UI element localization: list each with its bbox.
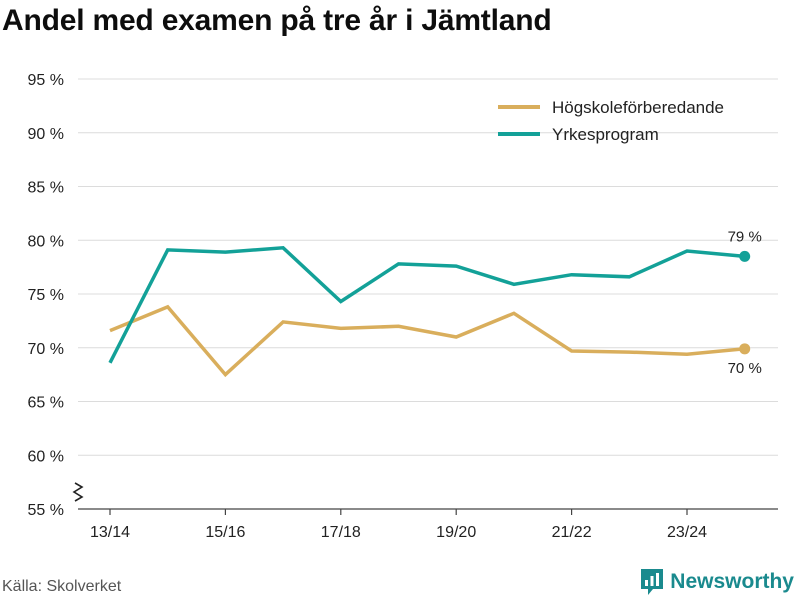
- chart-title: Andel med examen på tre år i Jämtland: [2, 4, 552, 37]
- end-point: [739, 250, 751, 262]
- brand-logo[interactable]: Newsworthy: [640, 568, 794, 596]
- y-tick-label: 65 %: [28, 395, 64, 412]
- x-tick-label: 19/20: [436, 524, 476, 541]
- x-tick-label: 21/22: [552, 524, 592, 541]
- x-tick-label: 15/16: [205, 524, 245, 541]
- y-axis: 55 % 60 % 65 % 70 % 75 % 80 % 85 % 90 % 95 %: [28, 72, 84, 519]
- end-value-label: 79 %: [728, 228, 762, 245]
- newsworthy-logo-icon: [641, 569, 664, 595]
- brand-name: Newsworthy: [670, 570, 794, 593]
- y-tick-label: 55 %: [28, 502, 64, 519]
- end-point: [739, 343, 751, 355]
- y-tick-label: 80 %: [28, 233, 64, 250]
- y-tick-label: 75 %: [28, 287, 64, 304]
- grid-lines: [78, 78, 778, 456]
- y-tick-label: 70 %: [28, 341, 64, 358]
- legend-label: Yrkesprogram: [552, 125, 659, 144]
- x-axis: 13/14 15/16 17/18 19/20 21/22 23/24: [78, 508, 778, 541]
- series-lines: 70 % 79 %: [108, 228, 762, 378]
- series-line: [108, 245, 745, 364]
- y-tick-label: 85 %: [28, 180, 64, 197]
- axis-break-icon: [72, 482, 84, 502]
- series-line: [109, 304, 745, 378]
- legend-label: Högskoleförberedande: [552, 98, 724, 117]
- y-tick-label: 60 %: [28, 448, 64, 465]
- x-tick-label: 17/18: [321, 524, 361, 541]
- y-tick-label: 95 %: [28, 72, 64, 89]
- source-note: Källa: Skolverket: [2, 578, 122, 595]
- x-tick-label: 23/24: [667, 524, 707, 541]
- end-value-label: 70 %: [728, 360, 762, 377]
- x-tick-label: 13/14: [90, 524, 130, 541]
- legend: Högskoleförberedande Yrkesprogram: [498, 98, 724, 144]
- y-tick-label: 90 %: [28, 126, 64, 143]
